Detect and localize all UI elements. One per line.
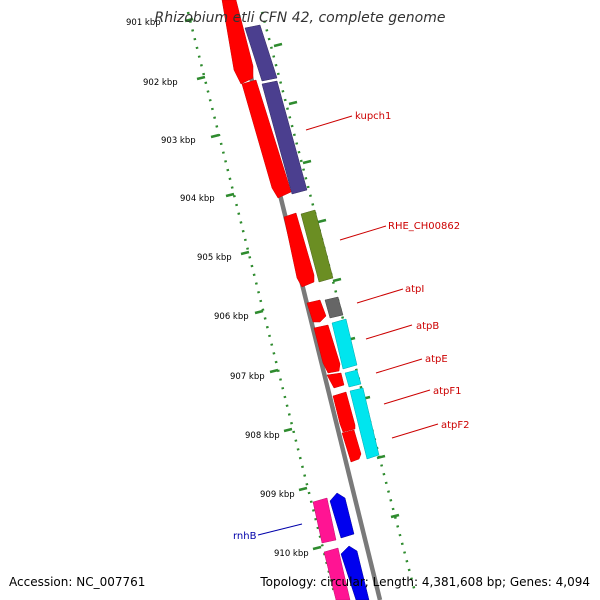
gene-arrow[interactable] xyxy=(241,79,292,199)
outer-dot-track xyxy=(260,11,417,593)
gene-label-atpe[interactable]: atpE xyxy=(425,354,448,365)
scale-label: 906 kbp xyxy=(214,312,249,322)
olive-block[interactable] xyxy=(300,209,334,283)
scale-ticks-outer xyxy=(273,42,400,519)
gene-label-rnhb[interactable]: rnhB xyxy=(233,531,257,542)
accession-text: Accession: NC_007761 xyxy=(9,575,146,589)
inner-dot-track xyxy=(186,11,336,593)
genome-summary-text: Topology: circular; Length: 4,381,608 bp… xyxy=(260,575,590,589)
cyan-block[interactable] xyxy=(349,387,380,460)
gene-label-atpf2[interactable]: atpF2 xyxy=(441,420,470,431)
gene-labels: kupch1 RHE_CH00862 atpI atpB atpE atpF1 … xyxy=(233,111,470,542)
blue-arrow[interactable] xyxy=(329,492,355,539)
scale-label: 901 kbp xyxy=(126,18,161,28)
map-title: Rhizobium etli CFN 42, complete genome xyxy=(154,10,446,26)
gene-label-atpb[interactable]: atpB xyxy=(416,321,439,332)
gene-label-rhe-ch00862[interactable]: RHE_CH00862 xyxy=(388,221,460,232)
scale-label: 904 kbp xyxy=(180,194,215,204)
gene-arrow[interactable] xyxy=(306,299,327,323)
scale-label: 905 kbp xyxy=(197,253,232,263)
grey-block[interactable] xyxy=(324,296,344,319)
gene-arrow[interactable] xyxy=(313,324,341,374)
scale-labels: 901 kbp 902 kbp 903 kbp 904 kbp 905 kbp … xyxy=(126,18,309,559)
scale-label: 903 kbp xyxy=(161,136,196,146)
scale-label: 907 kbp xyxy=(230,372,265,382)
gene-arrow[interactable] xyxy=(326,372,345,389)
gene-label-kupch1[interactable]: kupch1 xyxy=(355,111,391,122)
gene-label-atpf1[interactable]: atpF1 xyxy=(433,386,462,397)
scale-label: 908 kbp xyxy=(245,431,280,441)
gene-label-atpi[interactable]: atpI xyxy=(405,284,424,295)
scale-label: 909 kbp xyxy=(260,490,295,500)
scale-label: 902 kbp xyxy=(143,78,178,88)
blue-arrow[interactable] xyxy=(340,545,370,600)
cyan-block[interactable] xyxy=(331,318,358,370)
gene-arrow[interactable] xyxy=(341,429,362,463)
purple-block[interactable] xyxy=(244,24,278,82)
gene-arrow[interactable] xyxy=(332,391,356,433)
callout-lines xyxy=(257,115,439,536)
purple-block[interactable] xyxy=(261,80,308,195)
scale-label: 910 kbp xyxy=(274,549,309,559)
magenta-block[interactable] xyxy=(312,497,337,544)
gene-arrow[interactable] xyxy=(283,212,315,288)
gene-arrow[interactable] xyxy=(221,0,254,85)
scale-ticks xyxy=(184,17,322,551)
magenta-block[interactable] xyxy=(323,547,351,600)
cyan-block[interactable] xyxy=(344,369,362,388)
forward-strand-genes xyxy=(221,0,362,463)
